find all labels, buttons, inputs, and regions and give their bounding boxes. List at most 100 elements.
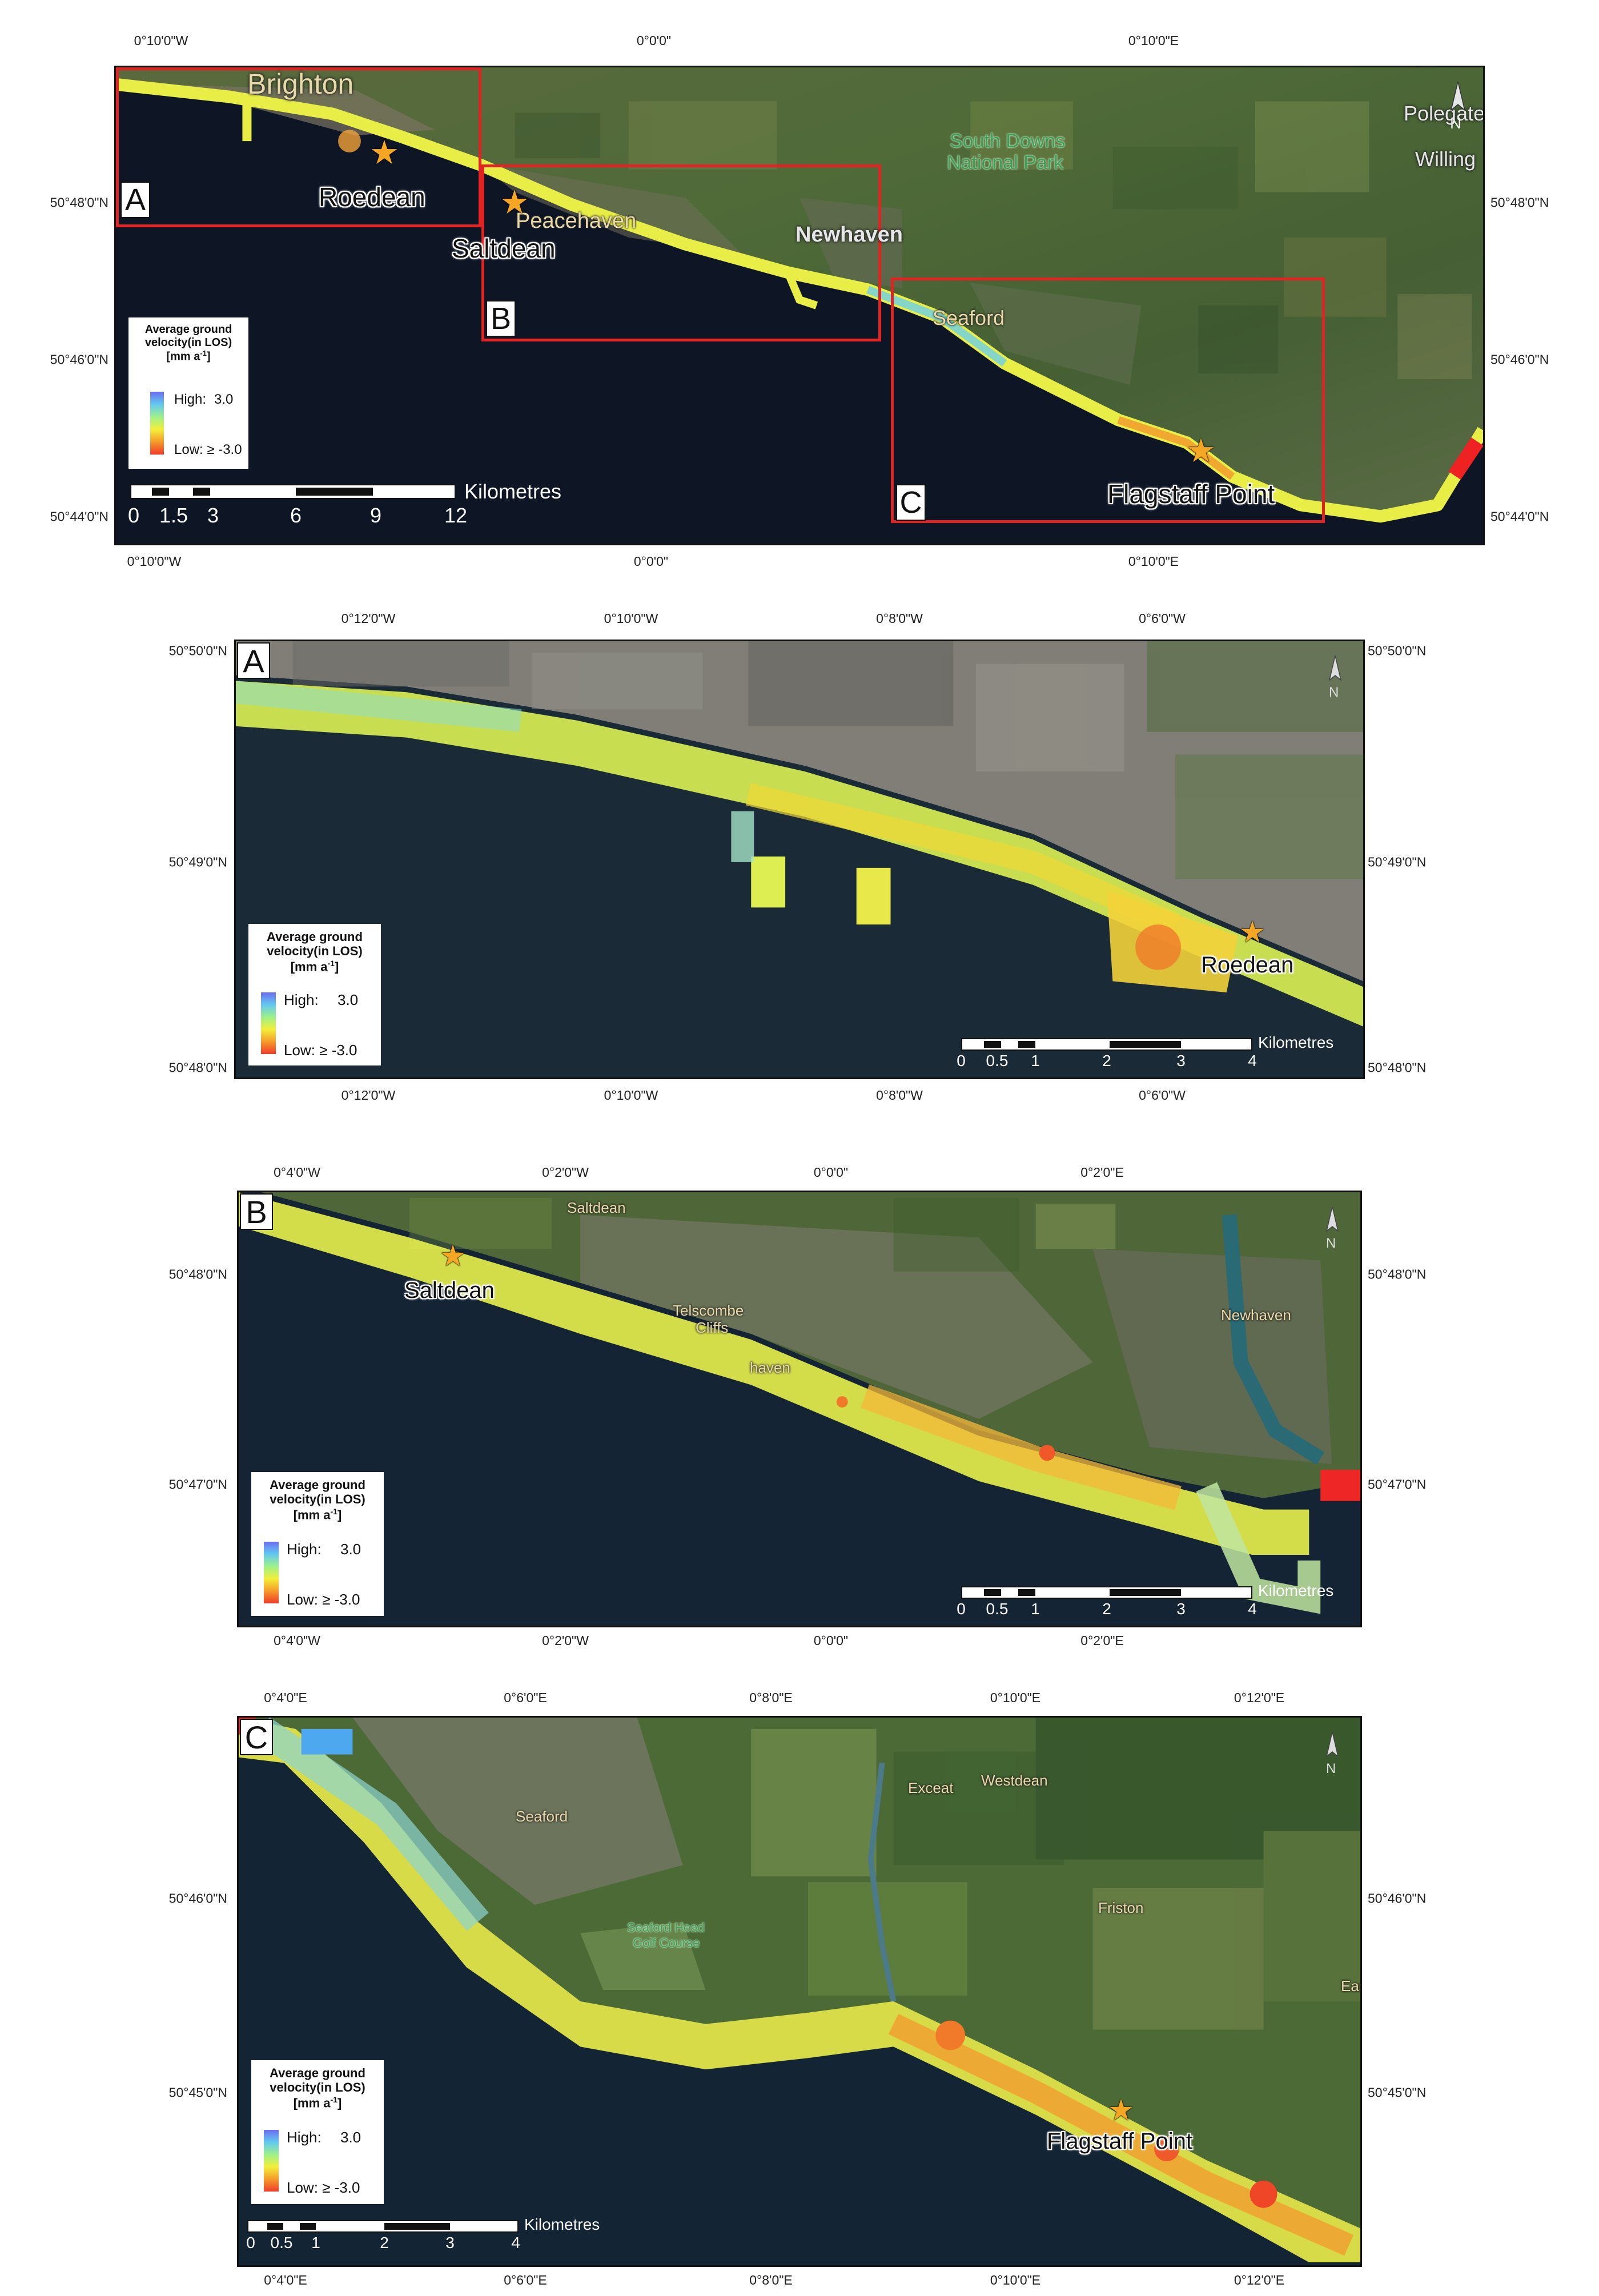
panel-c-legend-low-label: Low: ≥ -3.0 (287, 2179, 360, 2196)
panel-b-label-telscombe-2: Cliffs (696, 1319, 729, 1336)
legend-high-label: High: (174, 392, 207, 407)
scale-label-4: 9 (369, 504, 382, 527)
label-peacehaven: Peacehaven (516, 209, 637, 233)
panel-a-left-tick-3: 50°48'0"N (168, 1060, 227, 1075)
label-newhaven: Newhaven (796, 223, 903, 247)
panel-a-north-arrow: N (1321, 653, 1349, 704)
panel-c-label-friston: Friston (1098, 1899, 1144, 1916)
panel-c-scale-unit: Kilometres (524, 2215, 600, 2233)
inset-box-b (481, 164, 881, 341)
panel-c-north-arrow-icon (1325, 1731, 1339, 1758)
legend-high-value: 3.0 (214, 392, 234, 407)
panel-c-blue-patch (301, 1728, 353, 1755)
panel-a-scale-label-1: 0.5 (986, 1052, 1009, 1069)
saltdean-star-icon: ★ (500, 184, 529, 221)
legend-title-line3: [mm a (166, 350, 200, 363)
panel-c-label-westdean: Westdean (981, 1772, 1048, 1789)
panel-c-legend-ramp (264, 2130, 279, 2192)
panel-b-scale-label-5: 4 (1248, 1600, 1257, 1618)
panel-b-bottom-tick-3: 0°0'0" (813, 1633, 849, 1648)
label-willing: Willing (1415, 147, 1476, 171)
panel-a-right-tick-3: 50°48'0"N (1368, 1060, 1427, 1075)
panel-c-scale-label-5: 4 (511, 2234, 520, 2251)
panel-a-right-tick-1: 50°50'0"N (1368, 643, 1427, 658)
panel-b-map-canvas (239, 1192, 1360, 1626)
panel-c-map-frame: C Seaford Seaford Head Golf Course Excea… (237, 1716, 1362, 2267)
panel-a-legend-title-line2: velocity(in LOS) (267, 944, 363, 959)
overview-left-tick-3: 50°44'0"N (50, 509, 109, 524)
panel-c-bottom-tick-3: 0°8'0"E (749, 2273, 793, 2287)
legend-low-label: Low: ≥ -3.0 (174, 442, 242, 457)
panel-b-river-ouse (1222, 1214, 1325, 1465)
panel-b-label-newhaven: Newhaven (1221, 1306, 1291, 1324)
panel-c-bottom-tick-4: 0°10'0"E (990, 2273, 1041, 2287)
panel-c-legend-high-label: High: (287, 2129, 322, 2146)
scale-unit: Kilometres (464, 480, 562, 503)
panel-b-left-tick-1: 50°48'0"N (168, 1266, 227, 1282)
panel-b-right-tick-2: 50°47'0"N (1368, 1477, 1427, 1492)
panel-c-label-golf-2: Golf Course (633, 1936, 700, 1950)
panel-a-groyne-1 (751, 857, 786, 908)
panel-c-scale-label-4: 3 (445, 2234, 455, 2251)
panel-a-north-label: N (1329, 685, 1339, 700)
panel-b-label-saltdean-small: Saltdean (567, 1199, 626, 1216)
panel-b-legend-high-value: 3.0 (340, 1541, 361, 1558)
panel-a-legend-high-value: 3.0 (338, 991, 359, 1008)
panel-c-top-tick-2: 0°6'0"E (504, 1690, 547, 1705)
panel-a-north-arrow-icon (1328, 655, 1342, 681)
panel-a-velocity-strip (236, 681, 1363, 1027)
overview-left-tick-1: 50°48'0"N (50, 195, 109, 210)
panel-c-bottom-tick-5: 0°12'0"E (1234, 2273, 1285, 2287)
panel-c-legend-title-line2: velocity(in LOS) (270, 2080, 365, 2095)
panel-c-top-tick-1: 0°4'0"E (264, 1690, 307, 1705)
panel-b-north-arrow-icon (1325, 1206, 1339, 1232)
panel-b-bottom-tick-4: 0°2'0"E (1080, 1633, 1124, 1648)
panel-c-seaford-urban (352, 1718, 683, 1905)
panel-a-roedean-hotspot (1135, 924, 1181, 970)
panel-b-north-label: N (1326, 1236, 1336, 1251)
panel-c-top-tick-3: 0°8'0"E (749, 1690, 793, 1705)
panel-a-scale-label-4: 3 (1176, 1052, 1186, 1069)
panel-c-hotspot-3 (1250, 2180, 1277, 2208)
panel-b-scale-label-0: 0 (957, 1600, 966, 1618)
panel-a-legend-high-label: High: (284, 991, 319, 1008)
panel-b-north-arrow: N (1318, 1204, 1347, 1255)
panel-b-top-tick-1: 0°4'0"W (274, 1165, 320, 1180)
coastal-strip-red-section (1448, 437, 1483, 480)
panel-a-bottom-tick-4: 0°6'0"W (1139, 1088, 1186, 1103)
overview-top-tick-1: 0°10'0"W (134, 33, 188, 48)
panel-a-street-texture (292, 641, 1363, 879)
panel-b-scale-bar: 0 0.5 1 2 3 4 Kilometres (957, 1582, 1360, 1626)
overview-top-tick-2: 0°0'0" (636, 33, 672, 48)
panel-b-scale-label-4: 3 (1176, 1600, 1186, 1618)
panel-b-red-point-1 (1039, 1445, 1055, 1461)
panel-a-pier (731, 811, 754, 862)
panel-a-scale-label-2: 1 (1031, 1052, 1040, 1069)
inset-letter-b: B (486, 300, 516, 337)
roedean-star-icon: ★ (369, 134, 399, 171)
panel-c-scale-label-3: 2 (380, 2234, 389, 2251)
panel-c-left-tick-1: 50°46'0"N (168, 1891, 227, 1906)
panel-b-bottom-tick-1: 0°4'0"W (274, 1633, 320, 1648)
panel-c-left-tick-2: 50°45'0"N (168, 2085, 227, 2100)
panel-b-scale-unit: Kilometres (1258, 1582, 1334, 1599)
label-south-downs-1: South Downs (950, 130, 1066, 152)
panel-b-scale-label-2: 1 (1031, 1600, 1040, 1618)
scale-label-1: 1.5 (159, 504, 188, 527)
panel-b-right-tick-1: 50°48'0"N (1368, 1266, 1427, 1282)
panel-a-legend-title-line1: Average ground (267, 930, 363, 944)
north-label: N (1450, 114, 1462, 132)
legend-title-line2: velocity(in LOS) (144, 336, 232, 349)
panel-b-legend-high-label: High: (287, 1541, 322, 1558)
land-area (116, 67, 1483, 516)
panel-c-scale-label-1: 0.5 (270, 2234, 293, 2251)
panel-c-label-eastdean-part: Eas (1341, 1977, 1360, 1995)
panel-b-legend-title-end: ] (337, 1507, 342, 1522)
panel-c-bottom-tick-1: 0°4'0"E (264, 2273, 307, 2287)
panel-b-letter: B (240, 1193, 273, 1230)
panel-a-bottom-tick-1: 0°12'0"W (341, 1088, 396, 1103)
panel-b-left-tick-2: 50°47'0"N (168, 1477, 227, 1492)
panel-a-scale-label-3: 2 (1102, 1052, 1111, 1069)
panel-b-bottom-tick-2: 0°2'0"W (542, 1633, 589, 1648)
overview-bottom-tick-2: 0°0'0" (633, 554, 669, 569)
